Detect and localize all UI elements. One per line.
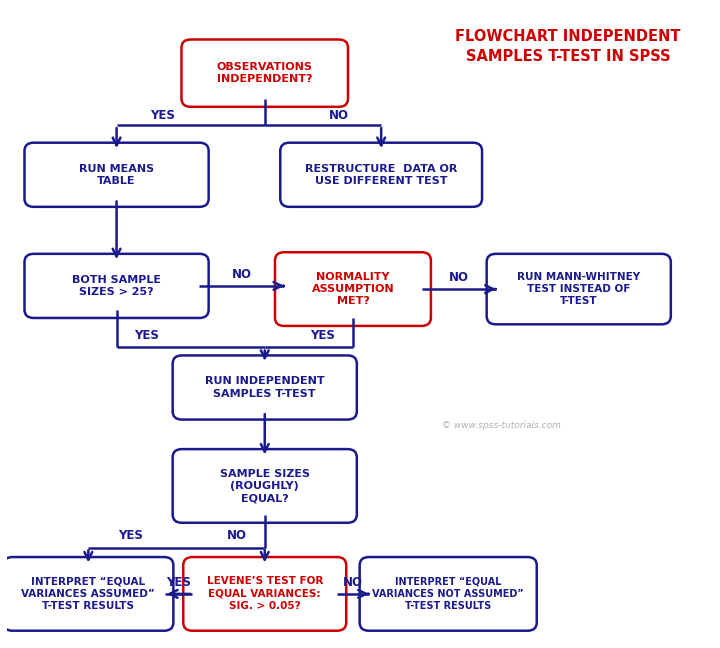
FancyBboxPatch shape xyxy=(360,557,536,631)
Text: FLOWCHART INDEPENDENT
SAMPLES T-TEST IN SPSS: FLOWCHART INDEPENDENT SAMPLES T-TEST IN … xyxy=(456,29,681,64)
Text: YES: YES xyxy=(150,109,175,122)
FancyBboxPatch shape xyxy=(4,557,174,631)
Text: NORMALITY
ASSUMPTION
MET?: NORMALITY ASSUMPTION MET? xyxy=(312,272,395,307)
Text: NO: NO xyxy=(329,109,348,122)
Text: NO: NO xyxy=(232,268,252,281)
Text: LEVENE’S TEST FOR
EQUAL VARIANCES:
SIG. > 0.05?: LEVENE’S TEST FOR EQUAL VARIANCES: SIG. … xyxy=(207,577,323,611)
FancyBboxPatch shape xyxy=(173,356,357,419)
Text: YES: YES xyxy=(310,329,336,342)
Text: RUN MANN-WHITNEY
TEST INSTEAD OF
T-TEST: RUN MANN-WHITNEY TEST INSTEAD OF T-TEST xyxy=(517,272,640,307)
FancyBboxPatch shape xyxy=(173,449,357,523)
Text: YES: YES xyxy=(118,529,143,542)
FancyBboxPatch shape xyxy=(184,557,346,631)
Text: RESTRUCTURE  DATA OR
USE DIFFERENT TEST: RESTRUCTURE DATA OR USE DIFFERENT TEST xyxy=(305,163,457,186)
Text: SAMPLE SIZES
(ROUGHLY)
EQUAL?: SAMPLE SIZES (ROUGHLY) EQUAL? xyxy=(220,469,310,503)
Text: INTERPRET “EQUAL
VARIANCES ASSUMED”
T-TEST RESULTS: INTERPRET “EQUAL VARIANCES ASSUMED” T-TE… xyxy=(22,577,156,611)
Text: NO: NO xyxy=(227,529,246,542)
Text: RUN MEANS
TABLE: RUN MEANS TABLE xyxy=(79,163,154,186)
Text: YES: YES xyxy=(166,576,191,589)
FancyBboxPatch shape xyxy=(275,252,431,326)
FancyBboxPatch shape xyxy=(181,40,348,107)
Text: OBSERVATIONS
INDEPENDENT?: OBSERVATIONS INDEPENDENT? xyxy=(217,62,312,84)
Text: © www.spss-tutorials.com: © www.spss-tutorials.com xyxy=(441,421,561,430)
Text: NO: NO xyxy=(343,576,363,589)
Text: RUN INDEPENDENT
SAMPLES T-TEST: RUN INDEPENDENT SAMPLES T-TEST xyxy=(205,376,325,399)
FancyBboxPatch shape xyxy=(24,254,209,318)
Text: YES: YES xyxy=(134,329,159,342)
FancyBboxPatch shape xyxy=(24,143,209,207)
FancyBboxPatch shape xyxy=(280,143,482,207)
FancyBboxPatch shape xyxy=(487,254,671,324)
Text: BOTH SAMPLE
SIZES > 25?: BOTH SAMPLE SIZES > 25? xyxy=(72,275,161,297)
Text: NO: NO xyxy=(449,271,469,284)
Text: INTERPRET “EQUAL
VARIANCES NOT ASSUMED”
T-TEST RESULTS: INTERPRET “EQUAL VARIANCES NOT ASSUMED” … xyxy=(372,577,524,611)
